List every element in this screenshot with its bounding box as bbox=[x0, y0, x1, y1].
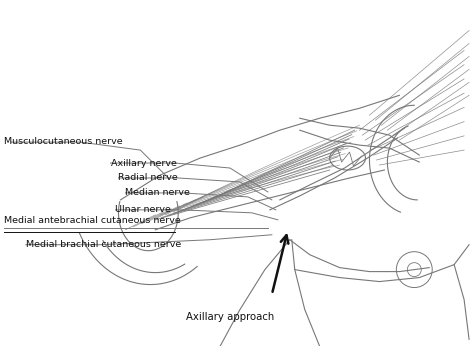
Text: Axillary approach: Axillary approach bbox=[186, 312, 274, 322]
Text: Medial brachial cutaneous nerve: Medial brachial cutaneous nerve bbox=[26, 240, 181, 249]
Text: Ulnar nerve: Ulnar nerve bbox=[116, 205, 172, 214]
Text: Median nerve: Median nerve bbox=[126, 188, 191, 197]
Text: Radial nerve: Radial nerve bbox=[118, 174, 178, 183]
Text: Axillary nerve: Axillary nerve bbox=[110, 159, 176, 168]
Text: Musculocutaneous nerve: Musculocutaneous nerve bbox=[4, 137, 123, 146]
Text: Medial antebrachial cutaneous nerve: Medial antebrachial cutaneous nerve bbox=[4, 216, 181, 225]
